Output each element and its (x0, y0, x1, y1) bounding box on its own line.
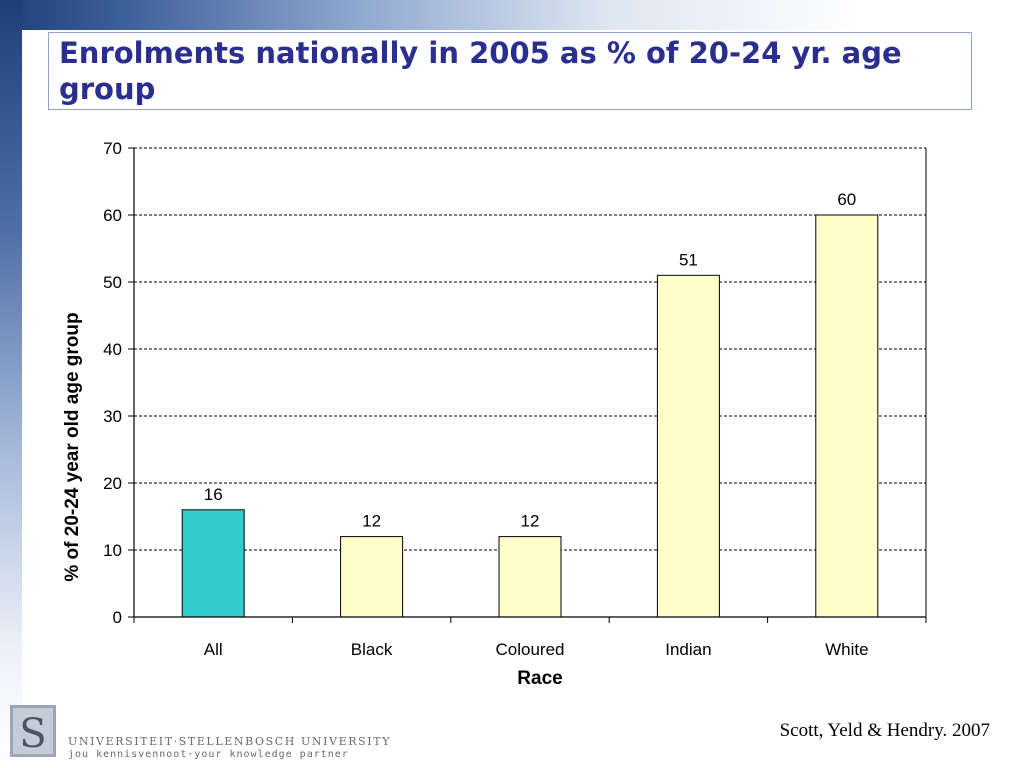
x-tick-label: Coloured (496, 640, 565, 659)
bar-black (340, 536, 404, 618)
bar-all (181, 509, 245, 618)
logo-tagline: jou kennisvennoot·your knowledge partner (68, 749, 349, 760)
x-tick-label: White (825, 640, 868, 659)
y-tick-label: 20 (103, 474, 122, 493)
y-tick-label: 0 (113, 608, 122, 627)
gridlines (134, 147, 926, 551)
x-axis-title: Race (517, 668, 562, 689)
y-tick-label: 50 (103, 273, 122, 292)
axes (128, 147, 927, 623)
data-label: 12 (521, 512, 540, 531)
logo-university-name: UNIVERSITEIT·STELLENBOSCH UNIVERSITY (68, 735, 392, 748)
y-tick-label: 30 (103, 407, 122, 426)
y-tick-label: 70 (103, 139, 122, 158)
background-gradient-top (0, 0, 1024, 30)
y-tick-label: 40 (103, 340, 122, 359)
bar-white (815, 214, 879, 618)
data-label: 12 (362, 512, 381, 531)
y-tick-label: 60 (103, 206, 122, 225)
slide-title: Enrolments nationally in 2005 as % of 20… (59, 36, 902, 106)
bar-coloured (498, 536, 562, 618)
logo-letter: S (19, 711, 46, 757)
x-tick-label: Indian (665, 640, 711, 659)
labels: 0 10 20 30 40 50 60 70 16 All 12 Black 12 Coloured 51 I… (103, 139, 868, 659)
bars (181, 214, 879, 618)
citation: Scott, Yeld & Hendry. 2007 (779, 720, 990, 741)
data-label: 60 (837, 190, 856, 209)
y-axis-title: % of 20-24 year old age group (62, 312, 83, 581)
data-label: 16 (204, 485, 223, 504)
university-logo: S UNIVERSITEIT·STELLENBOSCH UNIVERSITY j… (10, 705, 389, 763)
x-tick-label: Black (351, 640, 393, 659)
background-gradient-left (0, 0, 22, 768)
y-tick-label: 10 (103, 541, 122, 560)
university-crest-icon: S (10, 705, 56, 757)
data-label: 51 (679, 250, 698, 269)
title-box: Enrolments nationally in 2005 as % of 20… (48, 32, 972, 110)
x-tick-label: All (204, 640, 223, 659)
bar-indian (656, 274, 720, 618)
